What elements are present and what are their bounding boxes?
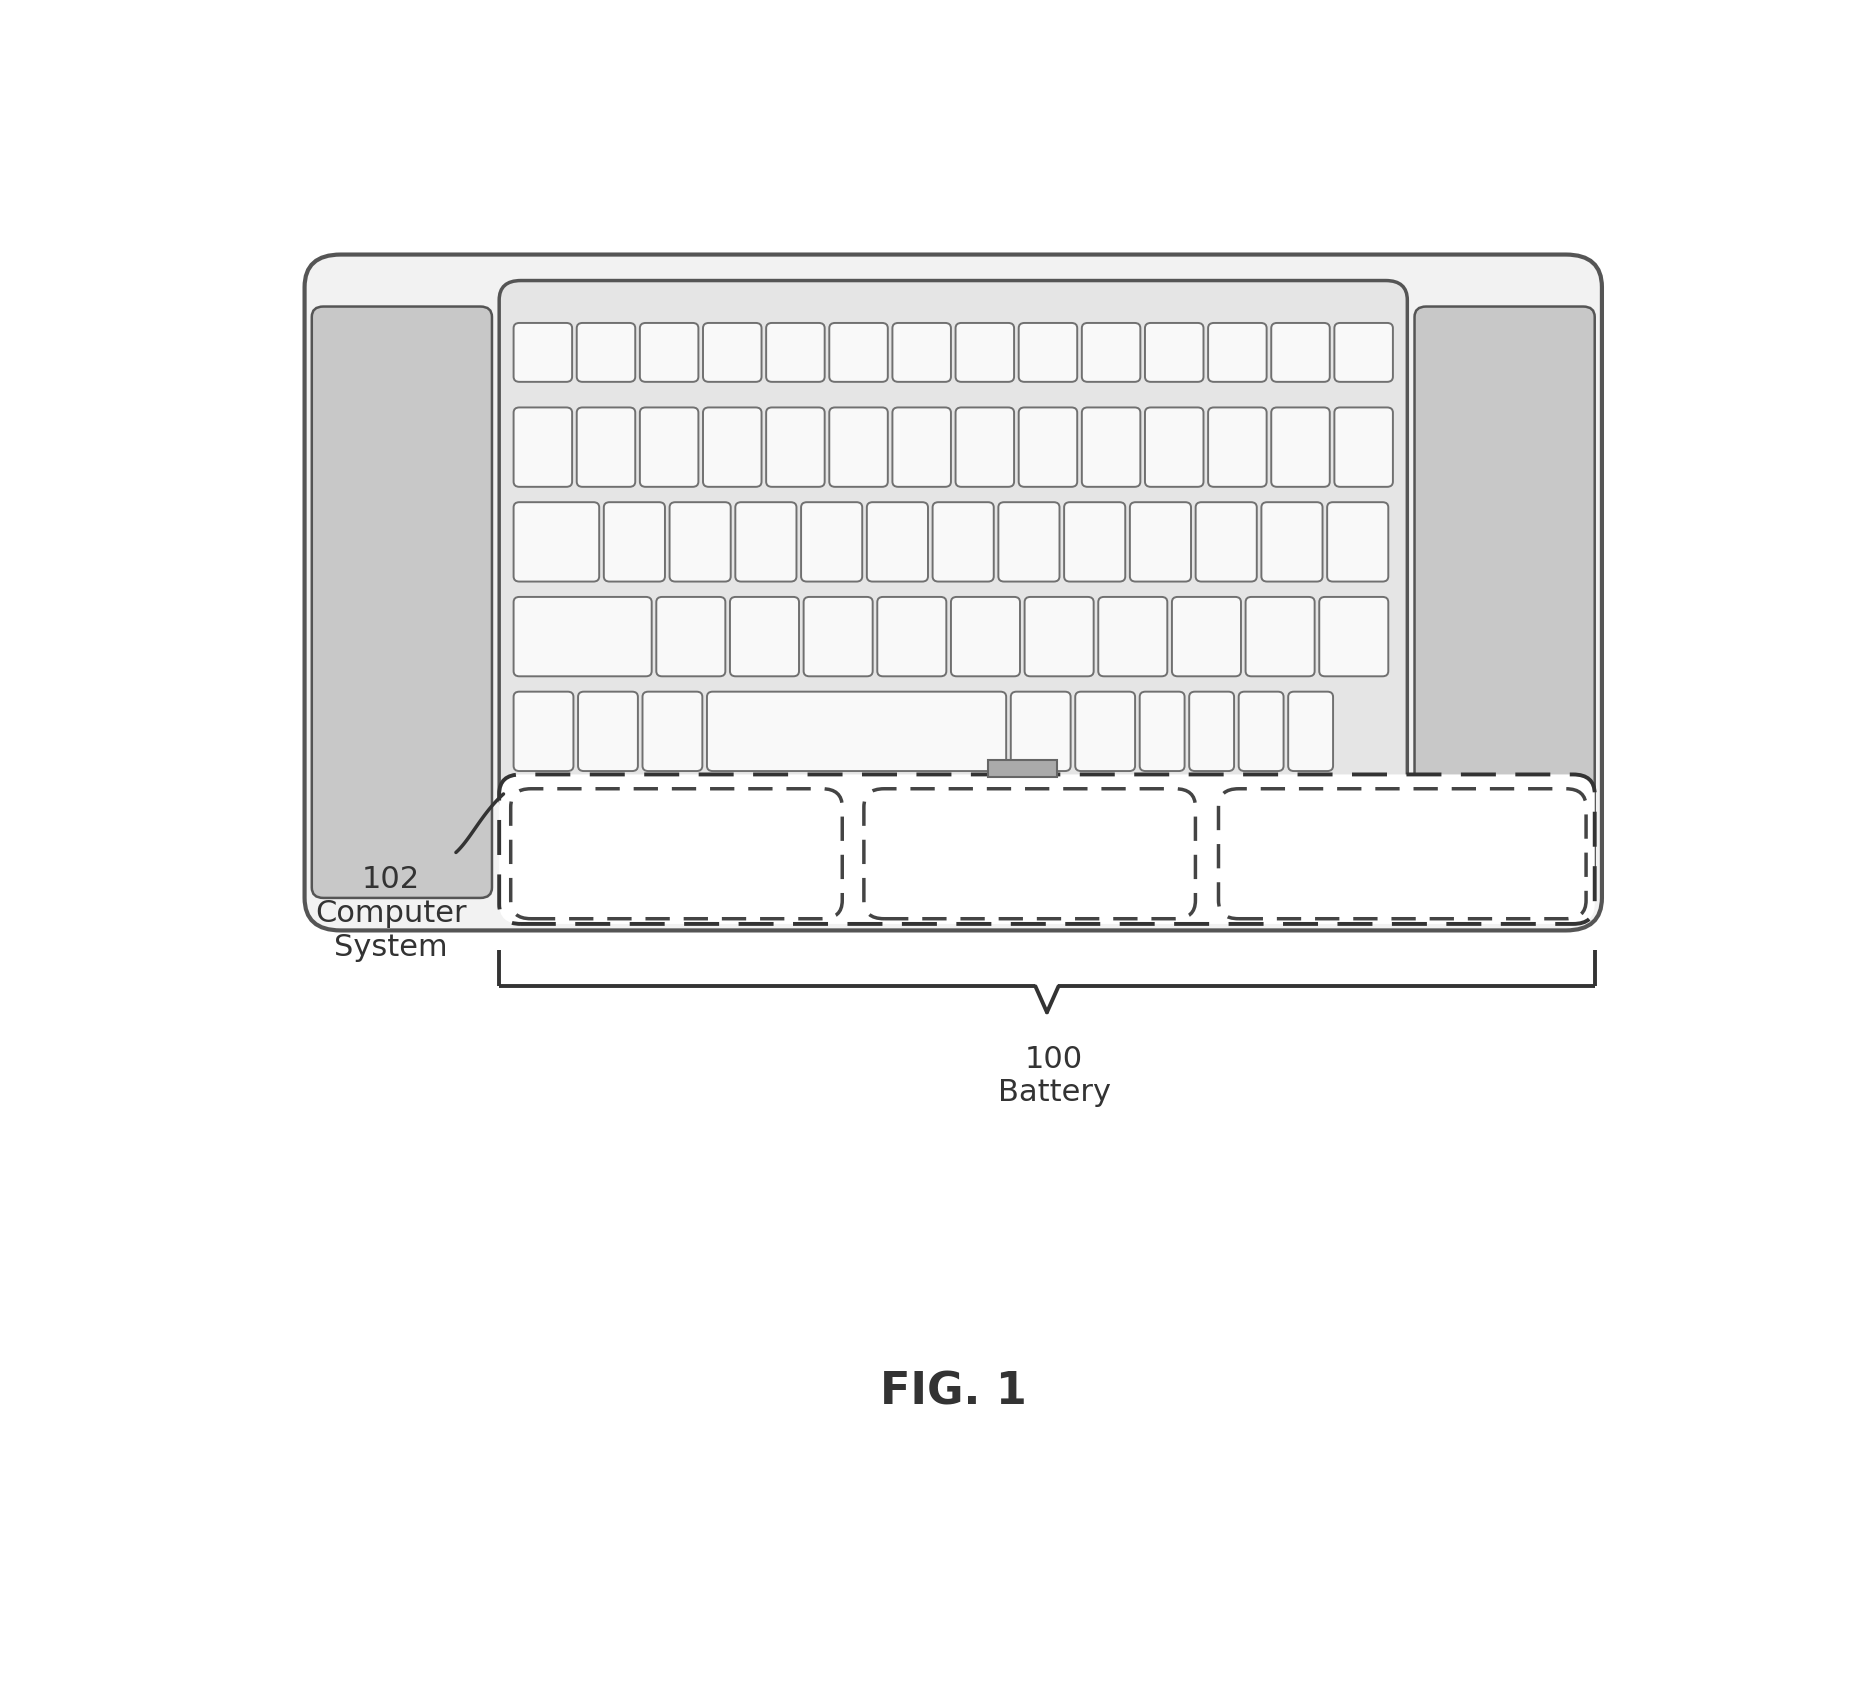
FancyBboxPatch shape (1270, 407, 1330, 486)
FancyBboxPatch shape (950, 598, 1019, 677)
FancyBboxPatch shape (766, 407, 824, 486)
FancyBboxPatch shape (1097, 598, 1168, 677)
FancyBboxPatch shape (1129, 503, 1190, 582)
FancyBboxPatch shape (513, 322, 573, 381)
FancyBboxPatch shape (1025, 598, 1094, 677)
FancyBboxPatch shape (1246, 598, 1315, 677)
Bar (988, 760, 1056, 776)
FancyBboxPatch shape (498, 280, 1408, 814)
FancyBboxPatch shape (312, 307, 491, 898)
FancyBboxPatch shape (830, 322, 887, 381)
FancyBboxPatch shape (703, 407, 761, 486)
FancyBboxPatch shape (513, 598, 651, 677)
FancyBboxPatch shape (1075, 692, 1135, 771)
FancyBboxPatch shape (956, 322, 1014, 381)
FancyBboxPatch shape (956, 407, 1014, 486)
FancyBboxPatch shape (1334, 322, 1393, 381)
FancyBboxPatch shape (1328, 503, 1388, 582)
FancyBboxPatch shape (1146, 407, 1203, 486)
FancyBboxPatch shape (893, 322, 950, 381)
FancyBboxPatch shape (1019, 407, 1077, 486)
Text: FIG. 1: FIG. 1 (880, 1371, 1027, 1413)
FancyBboxPatch shape (863, 788, 1196, 918)
FancyBboxPatch shape (577, 407, 636, 486)
FancyBboxPatch shape (642, 692, 703, 771)
FancyBboxPatch shape (707, 692, 1006, 771)
FancyBboxPatch shape (1083, 322, 1140, 381)
FancyBboxPatch shape (1083, 407, 1140, 486)
FancyBboxPatch shape (878, 598, 947, 677)
FancyBboxPatch shape (735, 503, 796, 582)
FancyBboxPatch shape (1334, 407, 1393, 486)
FancyBboxPatch shape (1261, 503, 1322, 582)
FancyBboxPatch shape (1064, 503, 1125, 582)
FancyBboxPatch shape (513, 692, 573, 771)
FancyBboxPatch shape (657, 598, 725, 677)
FancyBboxPatch shape (1010, 692, 1071, 771)
FancyBboxPatch shape (1196, 503, 1257, 582)
FancyBboxPatch shape (703, 322, 761, 381)
FancyBboxPatch shape (1209, 407, 1267, 486)
FancyBboxPatch shape (640, 322, 698, 381)
FancyBboxPatch shape (1289, 692, 1334, 771)
FancyBboxPatch shape (1189, 692, 1233, 771)
FancyBboxPatch shape (1414, 307, 1594, 898)
FancyBboxPatch shape (305, 255, 1601, 930)
FancyBboxPatch shape (1172, 598, 1241, 677)
FancyBboxPatch shape (1146, 322, 1203, 381)
Text: 100
Battery: 100 Battery (997, 1045, 1110, 1107)
FancyBboxPatch shape (1239, 692, 1283, 771)
FancyBboxPatch shape (932, 503, 993, 582)
FancyBboxPatch shape (512, 788, 843, 918)
Text: 102
Computer
System: 102 Computer System (314, 866, 467, 962)
FancyBboxPatch shape (1218, 788, 1587, 918)
FancyBboxPatch shape (578, 692, 638, 771)
FancyBboxPatch shape (513, 503, 599, 582)
FancyBboxPatch shape (830, 407, 887, 486)
FancyBboxPatch shape (1319, 598, 1388, 677)
FancyBboxPatch shape (1209, 322, 1267, 381)
FancyBboxPatch shape (1140, 692, 1185, 771)
FancyBboxPatch shape (513, 407, 573, 486)
FancyBboxPatch shape (802, 503, 863, 582)
FancyBboxPatch shape (577, 322, 636, 381)
FancyBboxPatch shape (804, 598, 872, 677)
FancyBboxPatch shape (640, 407, 698, 486)
FancyBboxPatch shape (867, 503, 928, 582)
FancyBboxPatch shape (498, 775, 1594, 923)
FancyBboxPatch shape (999, 503, 1060, 582)
FancyBboxPatch shape (1019, 322, 1077, 381)
FancyBboxPatch shape (670, 503, 731, 582)
FancyBboxPatch shape (1270, 322, 1330, 381)
FancyBboxPatch shape (893, 407, 950, 486)
FancyBboxPatch shape (766, 322, 824, 381)
FancyBboxPatch shape (604, 503, 666, 582)
FancyBboxPatch shape (729, 598, 800, 677)
